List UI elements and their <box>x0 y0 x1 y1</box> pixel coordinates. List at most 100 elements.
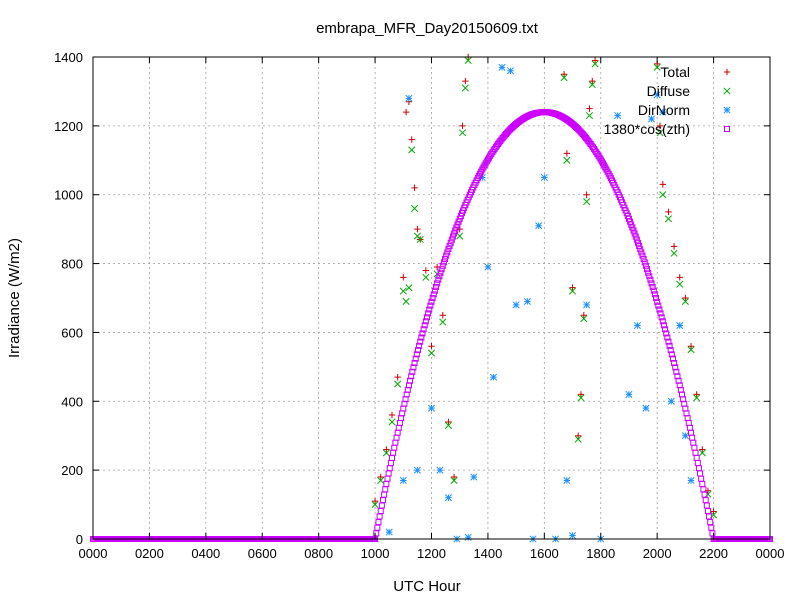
data-point <box>656 122 664 130</box>
data-point <box>560 74 568 82</box>
curve-point <box>439 262 446 269</box>
legend-marker <box>723 106 731 114</box>
curve-point <box>438 266 445 273</box>
data-point <box>436 466 444 474</box>
data-point <box>459 122 466 130</box>
legend-label: DirNorm <box>638 102 690 118</box>
curve-point <box>420 326 427 333</box>
curve-point <box>451 230 458 237</box>
curve-point <box>657 310 664 317</box>
data-point <box>664 215 673 223</box>
data-point <box>710 508 717 515</box>
data-point <box>405 94 413 102</box>
data-point <box>411 204 419 213</box>
data-point <box>633 321 641 330</box>
data-point <box>583 198 591 206</box>
curve-point <box>443 252 450 259</box>
y-tick-label: 200 <box>61 463 83 478</box>
data-point <box>563 156 571 164</box>
data-point <box>681 432 689 440</box>
data-point <box>563 150 571 157</box>
data-point <box>698 449 706 457</box>
x-tick-label: 1000 <box>361 546 390 561</box>
data-point <box>382 449 390 457</box>
curve-point <box>639 252 646 259</box>
curve-point <box>431 287 438 294</box>
data-point <box>484 263 492 271</box>
data-point <box>383 446 390 453</box>
curve-point <box>375 519 382 526</box>
curve-point <box>427 302 434 309</box>
curve-point <box>421 322 428 329</box>
data-point <box>665 208 672 216</box>
y-tick-label: 1400 <box>54 50 83 65</box>
data-point <box>413 466 421 474</box>
curve-point <box>673 368 680 375</box>
curve-point <box>674 373 681 380</box>
data-point <box>456 232 464 240</box>
curve-point <box>414 347 421 354</box>
legend-label: Total <box>660 64 690 80</box>
legend-marker <box>724 126 730 132</box>
data-point <box>444 421 452 429</box>
x-tick-label: 1400 <box>473 546 502 561</box>
x-axis-label: UTC Hour <box>393 578 461 595</box>
curve-point <box>423 314 430 321</box>
y-tick-label: 400 <box>61 394 83 409</box>
curve-point <box>671 360 678 367</box>
curve-point <box>642 262 649 269</box>
curve-point <box>650 287 657 294</box>
x-tick-label: 1600 <box>530 546 559 561</box>
data-point <box>670 243 678 250</box>
data-point <box>580 312 588 319</box>
data-point <box>478 173 486 182</box>
data-point <box>490 373 498 381</box>
data-point <box>577 391 585 398</box>
curve-point <box>433 283 440 290</box>
y-tick-label: 1200 <box>54 119 83 134</box>
curve-point <box>437 269 444 276</box>
tick-labels: 0000 0200 0400 0600 0800 1000 1200 1400 1600 1800… <box>54 50 784 561</box>
x-tick-label: 1800 <box>586 546 615 561</box>
curve-point <box>647 276 654 283</box>
curve-point <box>430 291 437 298</box>
curve-point <box>407 377 414 384</box>
data-point <box>586 105 593 112</box>
curve-point <box>373 530 380 537</box>
data-point <box>411 184 418 192</box>
x-tick-label: 1200 <box>417 546 446 561</box>
curve-point <box>409 368 416 375</box>
curve-point <box>708 524 715 531</box>
data-point <box>422 267 430 274</box>
curve-point <box>442 256 449 263</box>
data-point <box>589 77 596 85</box>
legend-marker <box>723 68 731 76</box>
data-point <box>580 315 588 323</box>
curve-point <box>446 242 453 249</box>
curve-point <box>436 273 443 280</box>
curve-point <box>655 302 662 309</box>
data-point <box>591 57 599 64</box>
data-point <box>461 84 469 92</box>
curve-point <box>449 233 456 240</box>
data-point <box>394 380 402 388</box>
data-point <box>400 274 407 281</box>
data-point <box>693 391 700 398</box>
data-point <box>464 56 472 64</box>
data-point <box>422 273 430 281</box>
curve-point <box>634 239 641 246</box>
legend-marker <box>723 87 731 95</box>
curve-point <box>422 318 429 325</box>
curve-point <box>638 249 645 256</box>
data-point <box>693 394 701 402</box>
curve-point <box>416 342 423 349</box>
legend: Total Diffuse DirNorm 1380*cos(zth) <box>604 64 731 137</box>
data-point <box>408 146 416 154</box>
data-point <box>405 284 413 292</box>
data-point <box>450 476 458 485</box>
curve-point <box>633 236 640 243</box>
tick-marks <box>92 56 771 540</box>
data-point <box>687 476 695 485</box>
curve-point <box>656 306 663 313</box>
curve-point <box>429 295 436 302</box>
